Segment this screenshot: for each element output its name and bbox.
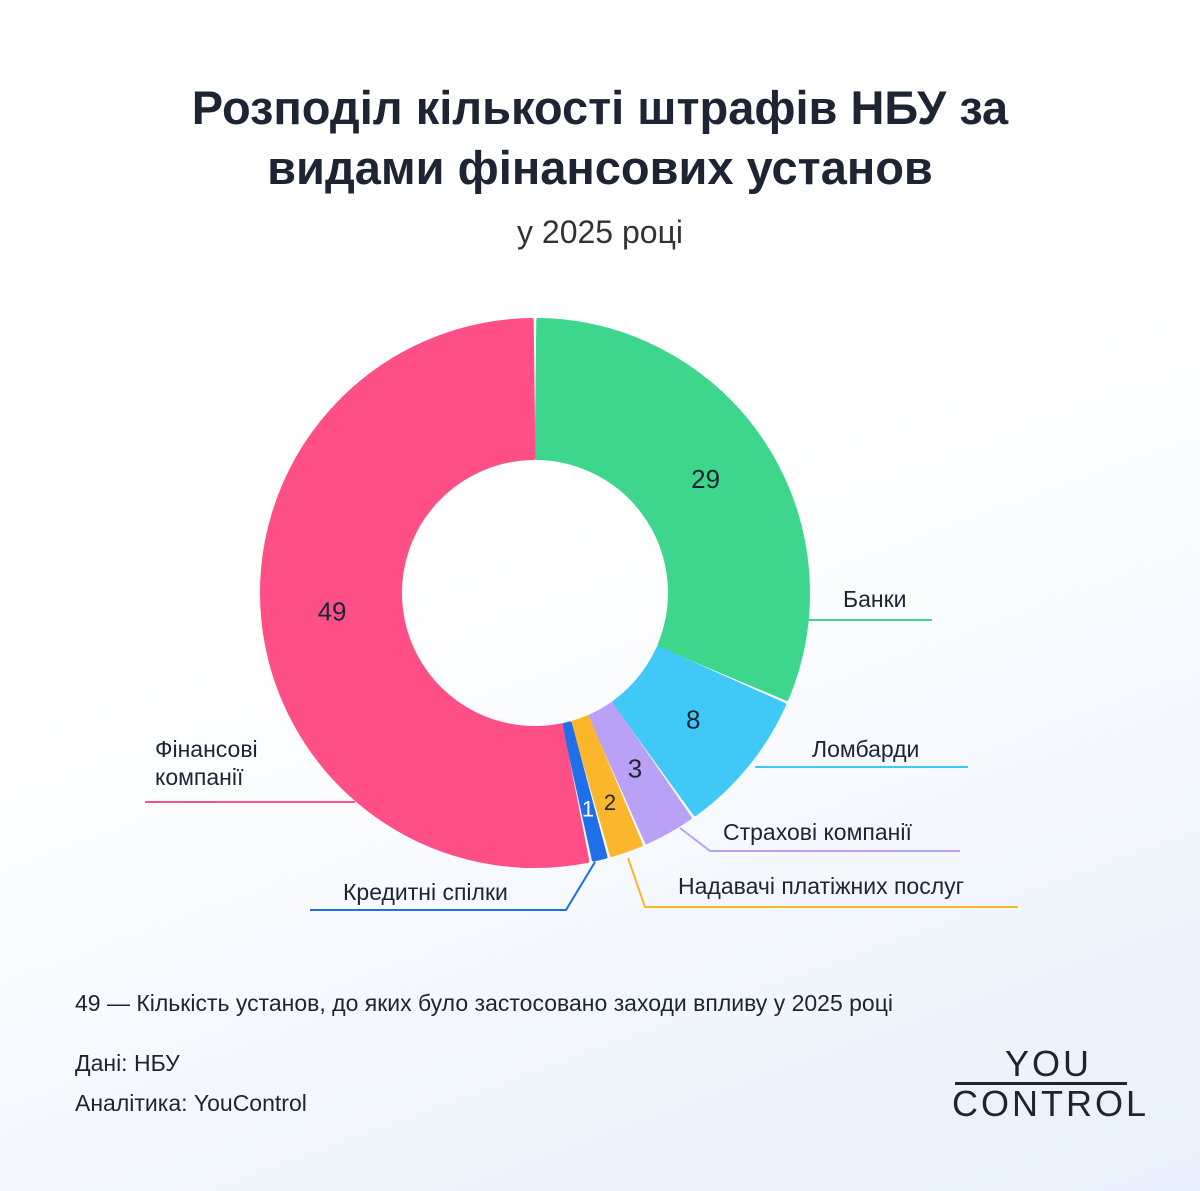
donut-slice	[612, 646, 787, 817]
chart-title: Розподіл кількості штрафів НБУ за видами…	[191, 81, 1009, 194]
logo-top: YOU	[1005, 1043, 1093, 1084]
leader-line	[627, 857, 1018, 908]
category-label: Страхові компанії	[723, 819, 912, 845]
value-label: 3	[628, 754, 642, 784]
donut-slice	[588, 702, 692, 845]
footnote: 49 — Кількість установ, до яких було зас…	[75, 990, 894, 1016]
leader-line	[310, 861, 596, 911]
leader-line	[679, 827, 960, 852]
category-label: Фінансові компанії	[155, 736, 258, 790]
logo-rule	[955, 1082, 1127, 1085]
chart-subtitle: у 2025 році	[517, 214, 683, 250]
donut-slice	[562, 721, 608, 862]
donut-slice	[570, 715, 643, 857]
category-label: Ломбарди	[812, 736, 920, 762]
value-label: 8	[686, 705, 700, 735]
analytics: Аналітика: YouControl	[75, 1090, 307, 1116]
category-label: Надавачі платіжних послуг	[678, 873, 965, 899]
value-label: 49	[318, 597, 347, 627]
category-label: Банки	[843, 586, 907, 612]
value-label: 2	[604, 790, 616, 815]
donut-slice	[534, 318, 810, 701]
source: Дані: НБУ	[75, 1050, 180, 1076]
value-label: 1	[582, 796, 594, 821]
category-label: Кредитні спілки	[343, 879, 508, 905]
value-label: 29	[691, 464, 720, 494]
logo-bottom: CONTROL	[952, 1083, 1150, 1124]
donut-slice	[259, 318, 590, 868]
